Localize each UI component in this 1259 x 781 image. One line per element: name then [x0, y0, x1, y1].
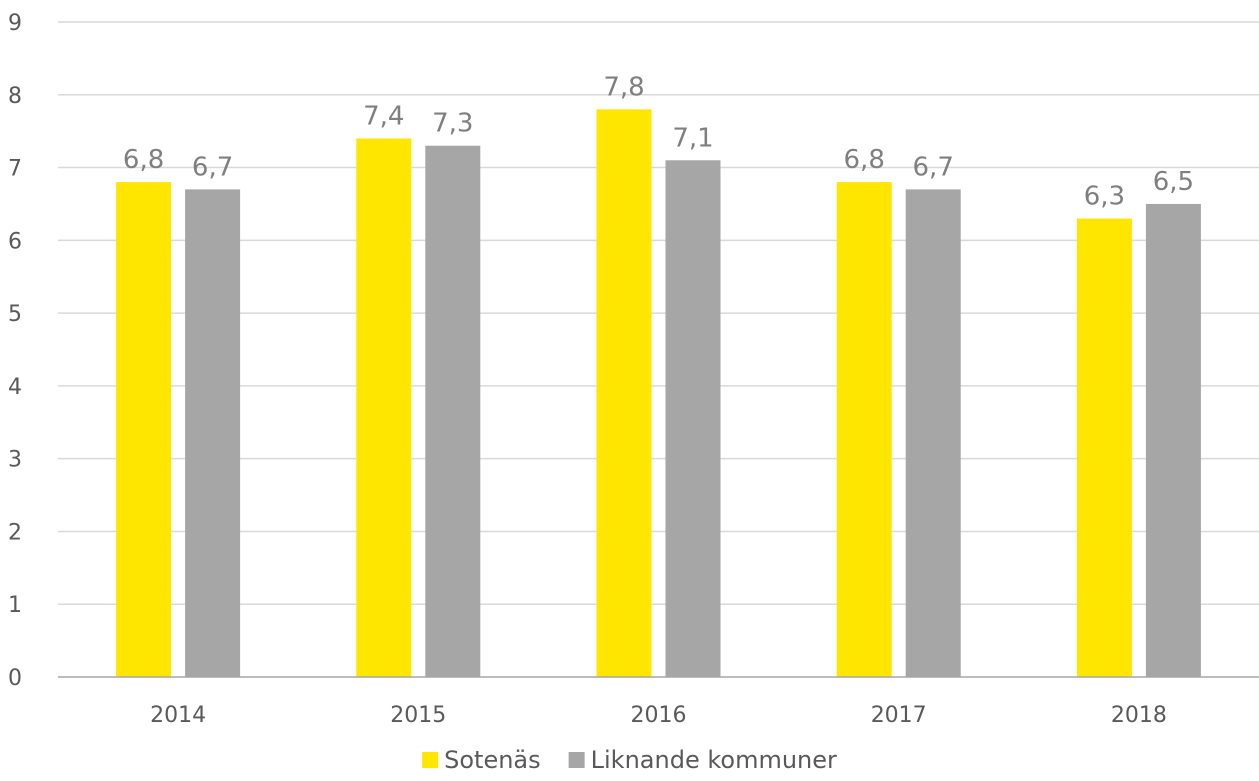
x-axis-ticks: 2014 2015 2016 2017 2018	[150, 703, 1167, 728]
x-tick-label: 2017	[871, 703, 927, 728]
y-tick-label: 7	[8, 157, 22, 182]
y-tick-label: 1	[8, 593, 22, 618]
x-tick-label: 2014	[150, 703, 206, 728]
bar-liknande-kommuner-2015	[425, 145, 481, 677]
data-label: 6,3	[1084, 182, 1125, 212]
data-label: 7,8	[603, 72, 644, 102]
legend-swatch	[568, 752, 585, 768]
y-tick-label: 0	[8, 666, 22, 691]
legend-label: Sotenäs	[444, 746, 541, 774]
bar-sotenas-2015	[356, 138, 412, 677]
bar-sotenas-2014	[116, 182, 172, 677]
data-label: 7,3	[432, 109, 473, 139]
y-tick-label: 3	[8, 448, 22, 473]
bar-liknande-kommuner-2014	[185, 189, 241, 677]
legend: Sotenäs Liknande kommuner	[422, 746, 837, 774]
bar-liknande-kommuner-2018	[1145, 203, 1201, 677]
data-label: 6,8	[844, 145, 885, 175]
x-tick-label: 2018	[1111, 703, 1167, 728]
y-axis-ticks: 0 1 2 3 4 5 6 7 8 9	[8, 11, 22, 691]
legend-swatch	[422, 752, 439, 768]
y-tick-label: 6	[8, 229, 22, 254]
legend-item: Liknande kommuner	[568, 746, 837, 774]
data-label: 6,7	[192, 152, 233, 182]
y-tick-label: 4	[8, 375, 22, 400]
bar-sotenas-2016	[596, 109, 652, 678]
data-label: 7,1	[672, 123, 713, 153]
y-tick-label: 8	[8, 84, 22, 109]
data-label: 6,7	[913, 152, 954, 182]
y-tick-label: 2	[8, 520, 22, 545]
x-tick-label: 2016	[631, 703, 687, 728]
data-labels: 6,8 6,7 7,4 7,3 7,8 7,1 6,8 6,7 6,3 6,5	[123, 72, 1194, 211]
bars	[116, 109, 1201, 678]
bar-liknande-kommuner-2016	[665, 160, 721, 677]
x-tick-label: 2015	[390, 703, 446, 728]
gridlines	[58, 21, 1259, 605]
legend-item: Sotenäs	[422, 746, 541, 774]
y-tick-label: 5	[8, 302, 22, 327]
data-label: 6,5	[1153, 167, 1194, 197]
y-tick-label: 9	[8, 11, 22, 36]
data-label: 6,8	[123, 145, 164, 175]
legend-label: Liknande kommuner	[591, 746, 837, 774]
bar-liknande-kommuner-2017	[905, 189, 961, 677]
bar-sotenas-2018	[1076, 218, 1132, 677]
bar-sotenas-2017	[836, 182, 892, 677]
data-label: 7,4	[363, 101, 404, 131]
